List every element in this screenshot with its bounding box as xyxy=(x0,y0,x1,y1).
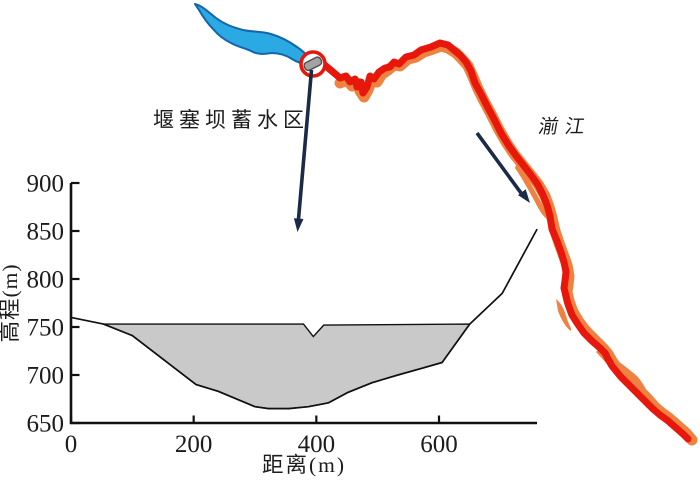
y-tick-label: 800 xyxy=(27,267,65,294)
y-axis-title: 高程(m) xyxy=(0,263,22,342)
y-tick-label: 750 xyxy=(27,315,65,342)
lake-shape xyxy=(194,3,313,65)
map-sketch: 堰塞坝蓄水区 湔江 xyxy=(153,3,698,446)
impounded-water-area xyxy=(103,323,472,410)
river-label: 湔江 xyxy=(537,116,594,138)
river-orange-blob xyxy=(515,162,549,220)
river-orange-blob xyxy=(556,299,572,331)
cross-section-chart: 650 700 750 800 850 900 0 200 400 600 距离(m) 高程(m) xyxy=(0,171,538,477)
lake-callout-arrow xyxy=(293,69,314,232)
river-callout-arrow xyxy=(475,131,530,203)
river-line xyxy=(317,39,692,443)
y-tick-label: 850 xyxy=(27,219,65,246)
y-tick-label: 700 xyxy=(27,363,65,390)
y-tick-label: 900 xyxy=(27,171,65,198)
x-axis-title: 距离(m) xyxy=(262,453,346,477)
x-tick-label: 600 xyxy=(420,431,458,458)
dam-bar xyxy=(303,56,323,72)
lake-area-label: 堰塞坝蓄水区 xyxy=(153,108,309,132)
x-tick-label: 0 xyxy=(65,431,78,458)
valley-profile-line xyxy=(70,228,538,410)
y-tick-label: 650 xyxy=(27,411,65,438)
x-tick-label: 200 xyxy=(175,431,213,458)
x-tick-label: 400 xyxy=(298,431,336,458)
